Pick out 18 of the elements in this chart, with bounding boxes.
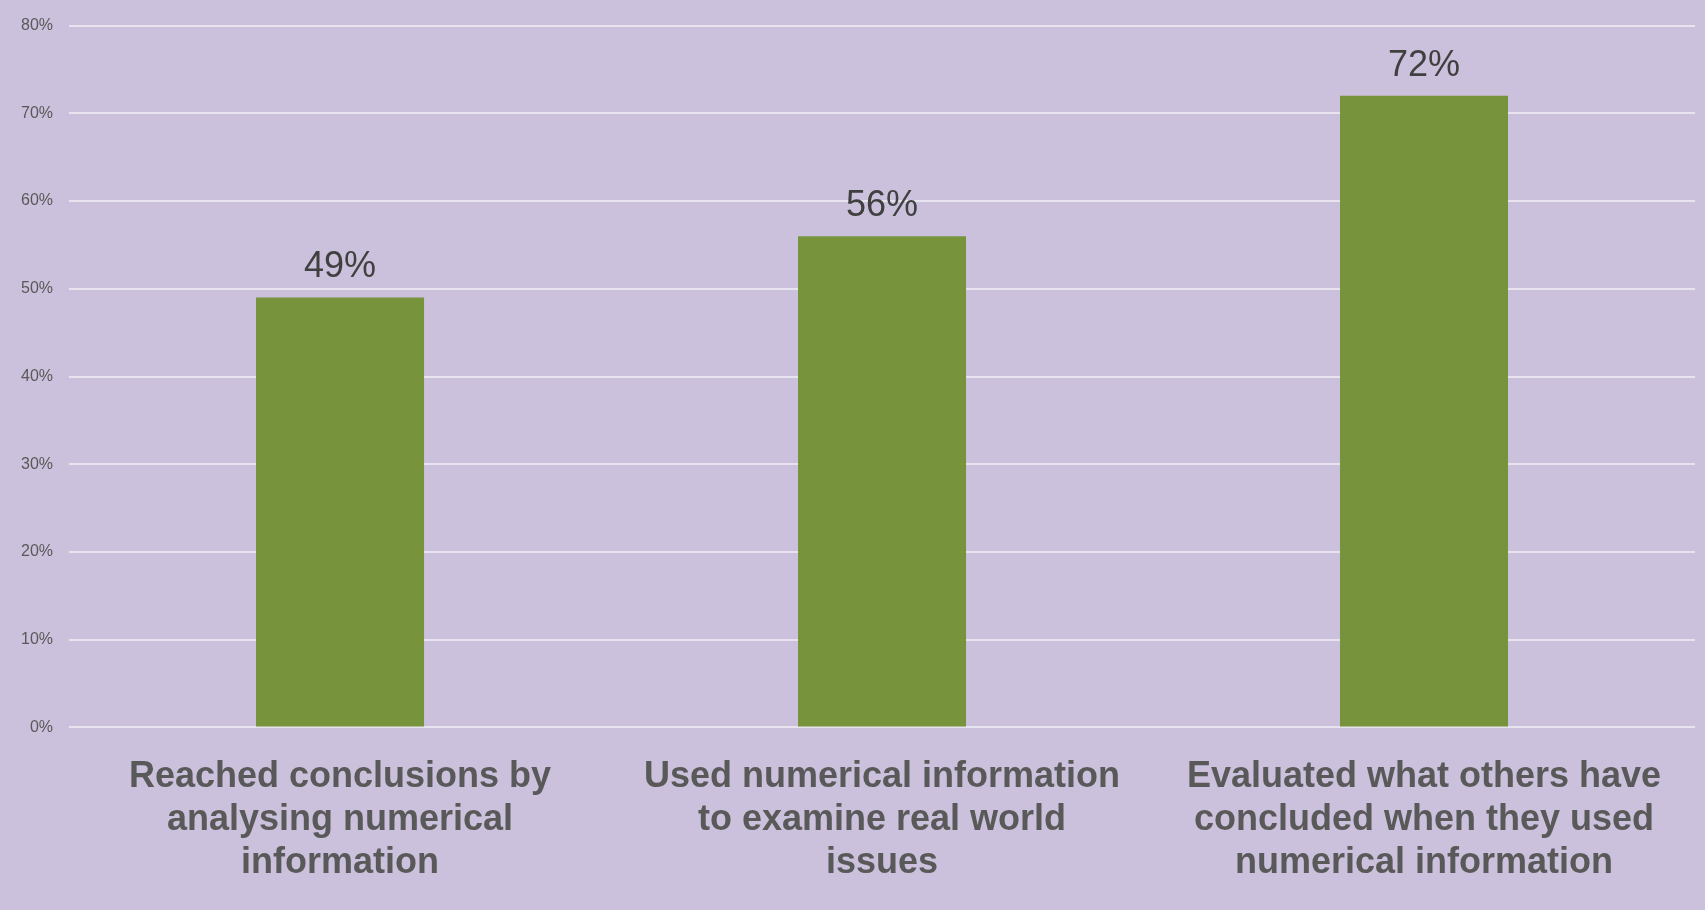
y-tick-label: 80% bbox=[20, 16, 54, 34]
y-tick-label: 60% bbox=[20, 191, 54, 209]
bar bbox=[1340, 95, 1509, 727]
bar bbox=[256, 297, 425, 727]
data-label: 49% bbox=[303, 244, 377, 286]
x-tick-label: Evaluated what others have concluded when they used numerical information bbox=[1186, 753, 1662, 882]
x-tick-label: Used numerical information to examine real world issues bbox=[643, 753, 1121, 882]
y-tick-label: 10% bbox=[20, 630, 54, 648]
y-tick-label: 30% bbox=[20, 454, 54, 472]
y-tick-label: 0% bbox=[29, 717, 54, 735]
x-tick-label: Reached conclusions by analysing numerical information bbox=[128, 753, 552, 882]
bar bbox=[798, 236, 967, 727]
data-label: 56% bbox=[845, 183, 919, 225]
y-tick-label: 20% bbox=[20, 542, 54, 560]
y-tick-label: 50% bbox=[20, 279, 54, 297]
y-tick-label: 40% bbox=[20, 366, 54, 384]
data-label: 72% bbox=[1387, 42, 1461, 84]
y-tick-label: 70% bbox=[20, 103, 54, 121]
